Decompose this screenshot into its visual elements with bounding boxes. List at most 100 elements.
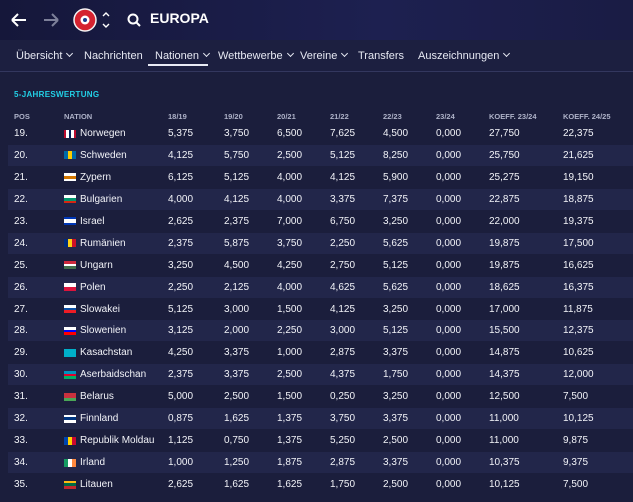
flag-icon xyxy=(64,392,76,401)
nav-tab[interactable]: Übersicht xyxy=(16,49,74,62)
nation-name[interactable]: Republik Moldau xyxy=(80,435,155,447)
column-header[interactable]: NATION xyxy=(64,112,93,121)
flag-stripe xyxy=(66,129,69,138)
position: 28. xyxy=(14,325,28,337)
flag-stripe xyxy=(64,217,76,220)
dropdown-chevron xyxy=(203,49,211,58)
coefficient: 14,875 xyxy=(489,347,520,359)
column-header[interactable]: 20/21 xyxy=(277,112,296,121)
coefficient: 10,625 xyxy=(563,347,594,359)
nation-name[interactable]: Belarus xyxy=(80,391,114,403)
nation-name[interactable]: Norwegen xyxy=(80,128,126,139)
nation-name[interactable]: Irland xyxy=(80,457,106,469)
nation-name[interactable]: Schweden xyxy=(80,149,127,161)
column-header[interactable]: KOEFF. 23/24 xyxy=(489,112,537,121)
nation-name[interactable]: Finnland xyxy=(80,413,119,425)
nation-name[interactable]: Slowenien xyxy=(80,325,127,337)
nav-tab[interactable]: Vereine xyxy=(300,49,349,62)
flag-stripe xyxy=(64,332,76,335)
coefficient: 3,000 xyxy=(224,303,250,315)
switch-arrows[interactable] xyxy=(102,12,110,28)
coefficient: 3,000 xyxy=(330,325,356,337)
flag-icon xyxy=(64,458,76,467)
coefficient: 4,000 xyxy=(168,193,194,205)
coefficient: 1,625 xyxy=(224,413,250,425)
uefa-logo[interactable] xyxy=(73,8,97,32)
coefficient: 2,125 xyxy=(224,281,250,293)
coefficient: 1,375 xyxy=(277,413,303,425)
position: 26. xyxy=(14,281,28,293)
table-row[interactable] xyxy=(8,364,633,386)
coefficient: 2,250 xyxy=(277,325,303,337)
column-header[interactable]: 21/22 xyxy=(330,112,349,121)
column-header[interactable]: KOEFF. 24/25 xyxy=(563,112,611,121)
column-header[interactable]: 18/19 xyxy=(168,112,187,121)
back-button[interactable] xyxy=(11,13,26,27)
flag-icon xyxy=(64,239,76,248)
nation-name[interactable]: Israel xyxy=(80,215,105,227)
column-header[interactable]: 22/23 xyxy=(383,112,402,121)
coefficient: 8,250 xyxy=(383,149,409,161)
tab-label: Auszeichnungen xyxy=(418,50,500,62)
forward-button[interactable] xyxy=(44,13,59,27)
coefficient: 2,500 xyxy=(277,149,303,161)
coefficient: 7,375 xyxy=(383,193,409,205)
coefficient: 19,375 xyxy=(563,215,594,227)
nav-tab[interactable]: Wettbewerbe xyxy=(218,49,294,62)
nation-name[interactable]: Ungarn xyxy=(80,259,113,271)
column-header[interactable]: 19/20 xyxy=(224,112,243,121)
search-icon[interactable] xyxy=(127,13,141,27)
coefficient: 4,500 xyxy=(383,128,409,139)
table-row[interactable] xyxy=(8,188,633,210)
position: 19. xyxy=(14,128,28,139)
coefficient: 2,375 xyxy=(224,215,250,227)
flag-stripe xyxy=(68,129,72,138)
position: 31. xyxy=(14,391,28,403)
flag-stripe xyxy=(64,485,76,489)
position: 20. xyxy=(14,149,28,161)
coefficient: 25,275 xyxy=(489,171,520,183)
coefficient: 6,125 xyxy=(168,171,194,183)
table-row[interactable] xyxy=(8,276,633,298)
active-tab-indicator xyxy=(148,64,208,66)
nav-tab[interactable]: Nationen xyxy=(155,49,211,62)
coefficient: 7,625 xyxy=(330,128,356,139)
flag-stripe xyxy=(64,283,76,288)
coefficient: 2,000 xyxy=(224,325,250,337)
coefficient: 0,000 xyxy=(436,479,462,491)
flag-stripe xyxy=(64,395,76,399)
nation-name[interactable]: Bulgarien xyxy=(80,193,123,205)
flag-icon xyxy=(64,173,76,182)
coefficient: 10,375 xyxy=(489,457,520,469)
nation-name[interactable]: Zypern xyxy=(80,171,112,183)
nav-tab[interactable]: Transfers xyxy=(358,50,404,62)
coefficient: 5,125 xyxy=(383,259,409,271)
coefficient: 9,875 xyxy=(563,435,589,447)
coefficient: 4,125 xyxy=(224,193,250,205)
nav-tab[interactable]: Auszeichnungen xyxy=(418,49,511,62)
coefficient: 2,625 xyxy=(168,479,194,491)
coefficient: 0,000 xyxy=(436,149,462,161)
coefficient: 0,000 xyxy=(436,303,462,315)
nation-name[interactable]: Rumänien xyxy=(80,237,126,249)
nav-tab[interactable]: Nachrichten xyxy=(84,50,143,62)
coefficient: 11,875 xyxy=(563,303,593,315)
table-row[interactable] xyxy=(8,144,633,166)
table-row[interactable] xyxy=(8,452,633,474)
coefficient: 5,875 xyxy=(224,237,250,249)
nation-name[interactable]: Kasachstan xyxy=(80,347,133,359)
coefficient: 1,750 xyxy=(330,479,356,491)
nation-name[interactable]: Slowakei xyxy=(80,303,121,315)
nation-name[interactable]: Litauen xyxy=(80,479,113,491)
coefficient: 0,000 xyxy=(436,193,462,205)
table-row[interactable] xyxy=(8,320,633,342)
flag-stripe xyxy=(64,176,76,179)
position: 22. xyxy=(14,193,28,205)
table-row[interactable] xyxy=(8,232,633,254)
column-header[interactable]: POS xyxy=(14,112,30,121)
nation-name[interactable]: Polen xyxy=(80,281,106,293)
column-header[interactable]: 23/24 xyxy=(436,112,455,121)
nation-name[interactable]: Aserbaidschan xyxy=(80,369,147,381)
table-row[interactable] xyxy=(8,408,633,430)
flag-stripe xyxy=(71,129,74,138)
